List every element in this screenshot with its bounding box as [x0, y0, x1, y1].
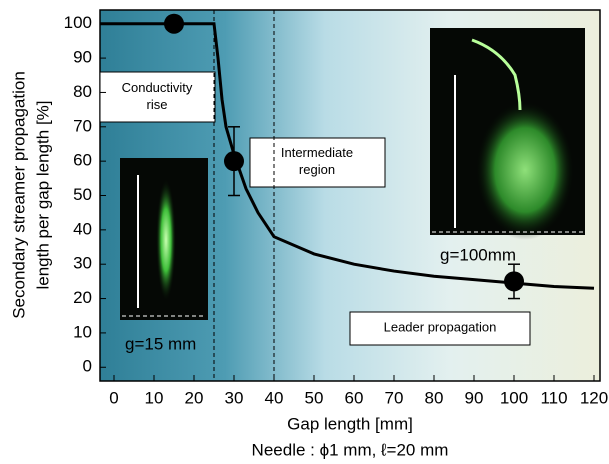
- x-tick-label: 70: [385, 388, 404, 407]
- x-tick-label: 30: [225, 388, 244, 407]
- region-label: rise: [147, 97, 168, 112]
- region-label: Intermediate: [281, 145, 353, 160]
- y-tick-label: 70: [73, 116, 92, 135]
- caption: Needle : ϕ1 mm, ℓ=20 mm: [252, 440, 449, 459]
- x-tick-label: 100: [500, 388, 528, 407]
- y-tick-label: 30: [73, 254, 92, 273]
- photo-glow: [475, 100, 575, 240]
- x-tick-label: 110: [540, 388, 567, 407]
- photo-glow: [156, 178, 176, 302]
- y-tick-label: 20: [73, 288, 92, 307]
- region-label: Conductivity: [122, 80, 193, 95]
- x-tick-label: 60: [345, 388, 364, 407]
- x-tick-label: 50: [305, 388, 324, 407]
- y-tick-label: 50: [73, 185, 92, 204]
- y-tick-label: 80: [73, 82, 92, 101]
- region-box: [249, 137, 386, 188]
- data-point: [224, 151, 244, 172]
- y-tick-label: 100: [64, 13, 92, 32]
- x-tick-label: 120: [580, 388, 608, 407]
- x-tick-label: 10: [145, 388, 164, 407]
- y-tick-label: 60: [73, 151, 92, 170]
- region-box: [99, 71, 216, 123]
- x-tick-label: 80: [425, 388, 444, 407]
- y-tick-label: 0: [83, 357, 92, 376]
- data-point: [504, 271, 524, 292]
- photo-label: g=100mm: [440, 245, 516, 264]
- y-axis-title: Secondary streamer propagation: [9, 71, 28, 319]
- x-tick-label: 90: [465, 388, 484, 407]
- x-tick-label: 40: [265, 388, 284, 407]
- photo-streak: [471, 38, 522, 111]
- y-axis-title: length per gap length [%]: [33, 100, 52, 289]
- fit-curve: [100, 22, 595, 290]
- x-tick-label: 0: [109, 388, 118, 407]
- x-axis-title: Gap length [mm]: [287, 414, 413, 433]
- region-label: Leader propagation: [384, 319, 497, 334]
- region-label: region: [299, 162, 335, 177]
- region-box: [349, 311, 531, 346]
- y-tick-label: 10: [73, 322, 92, 341]
- photo-label: g=15 mm: [125, 334, 196, 353]
- y-tick-label: 90: [73, 48, 92, 67]
- x-tick-label: 20: [185, 388, 204, 407]
- y-tick-label: 40: [73, 219, 92, 238]
- data-point: [164, 13, 184, 34]
